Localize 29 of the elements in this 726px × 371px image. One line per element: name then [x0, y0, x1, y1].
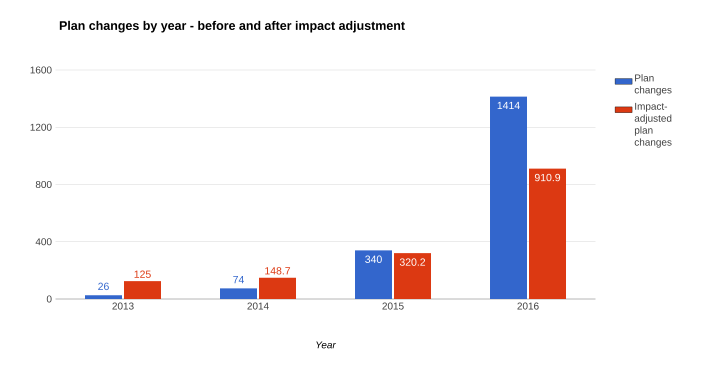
data-label: 148.7	[265, 267, 290, 275]
x-tick-label: 2016	[517, 302, 539, 310]
bar	[394, 253, 432, 299]
data-label: 125	[134, 270, 151, 278]
chart-title: Plan changes by year - before and after impact adjustment	[60, 20, 405, 32]
y-tick-label: 1200	[30, 124, 52, 131]
x-tick-label: 2015	[382, 302, 404, 310]
data-label: 320.2	[400, 258, 426, 266]
data-label: 26	[98, 282, 109, 290]
data-label: 340	[365, 256, 382, 263]
bar	[85, 295, 122, 299]
x-tick-label: 2013	[112, 302, 134, 310]
bar	[220, 288, 257, 299]
bar	[259, 278, 296, 299]
data-label: 74	[233, 276, 244, 284]
y-tick-label: 400	[36, 238, 52, 246]
legend-label: Plan changes	[634, 74, 672, 96]
data-label: 1414	[498, 102, 520, 110]
bar	[490, 96, 528, 299]
y-tick-label: 0	[46, 295, 52, 303]
bar	[529, 168, 566, 299]
x-tick-label: 2014	[247, 302, 269, 310]
data-label: 910.9	[534, 174, 560, 182]
y-tick-label: 1600	[30, 66, 52, 74]
bar	[124, 281, 161, 299]
bar	[355, 250, 392, 299]
y-tick-label: 800	[36, 180, 52, 188]
legend-label: Impact-adjusted plan changes	[634, 102, 672, 148]
x-axis-title: Year	[316, 341, 336, 348]
